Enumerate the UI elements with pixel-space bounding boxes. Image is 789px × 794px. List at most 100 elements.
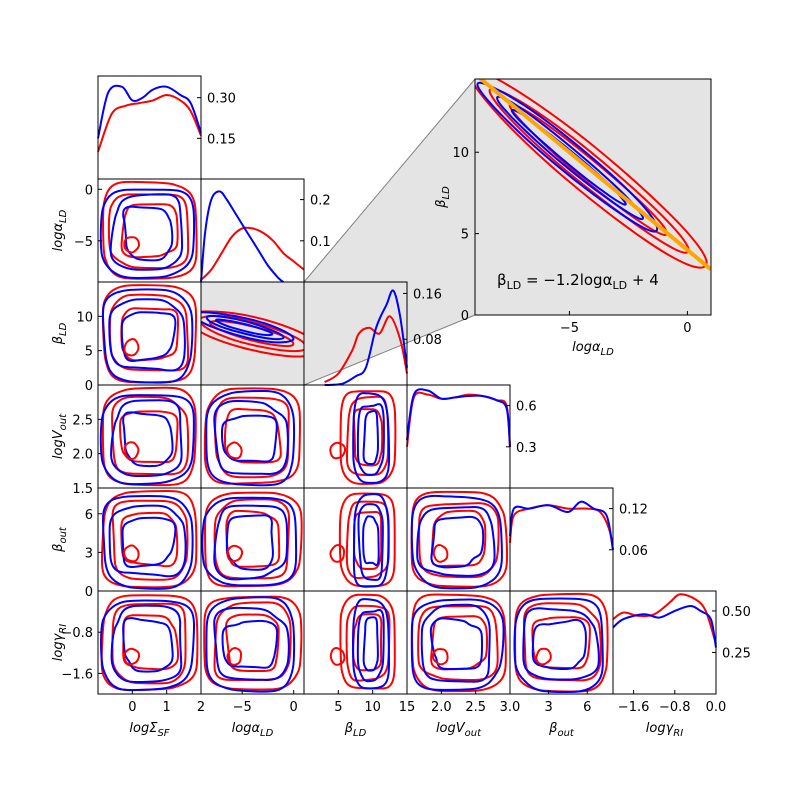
x-axis-label-subscript: out: [465, 728, 482, 739]
contour-group: [513, 592, 609, 693]
contour-line-series-a: [225, 613, 280, 673]
contour-line-series-b: [362, 409, 379, 465]
density-tick-label: 0.50: [722, 605, 751, 620]
contour-line-series-a: [352, 408, 384, 467]
density-tick-label: 0.16: [413, 287, 442, 302]
x-tick-label: 2.5: [465, 700, 486, 715]
x-tick-label: 3.0: [500, 700, 521, 715]
panel-frame: [509, 487, 614, 592]
x-tick-label: −5: [233, 700, 252, 715]
y-tick-label: −5: [74, 235, 93, 250]
zoom-y-axis-label-subscript: LD: [441, 186, 452, 200]
x-axis-label: logαLD: [232, 721, 274, 739]
y-tick-label: 0: [85, 585, 93, 600]
y-axis-label-subscript: LD: [58, 322, 69, 336]
marginal-curve-series-b: [324, 289, 408, 386]
x-tick-label: 3: [544, 700, 552, 715]
contour-line-series-b: [357, 503, 384, 581]
contour-line-series-b: [356, 403, 385, 476]
contour-line-series-a: [208, 319, 295, 348]
x-axis-label: βout: [548, 721, 575, 739]
contour-line-series-a: [101, 386, 197, 487]
y-axis-label-subscript: LD: [58, 209, 69, 223]
zoom-panel-bg: [475, 79, 711, 315]
contour-group: [329, 492, 396, 588]
density-tick-label: 0.15: [207, 132, 236, 147]
y-tick-label: 5: [85, 345, 93, 360]
panel-frame: [612, 590, 717, 695]
contour-line-series-a: [329, 544, 346, 563]
density-tick-label: 0.06: [619, 544, 648, 559]
marginal-curve-series-b: [200, 190, 285, 283]
marginal-curve-series-b: [612, 604, 717, 648]
contour-line-series-b: [221, 414, 278, 463]
contour-line-series-b: [362, 515, 380, 567]
density-tick-label: 0.2: [310, 194, 331, 209]
fit-equation-part: α: [603, 271, 613, 289]
zoom-x-axis-label-main: logα: [572, 340, 601, 355]
x-axis-label: logVout: [436, 721, 482, 739]
contour-group: [101, 284, 198, 384]
contour-line-series-a: [201, 310, 304, 358]
density-tick-label: 0.25: [722, 646, 751, 661]
y-axis-label: logVout: [51, 413, 69, 459]
x-tick-label: 6: [583, 700, 591, 715]
x-tick-label: 0.0: [706, 700, 727, 715]
zoom-y-axis-label: βLD: [434, 186, 452, 209]
contour-line-series-b: [122, 617, 174, 673]
zoom-x-axis-label-subscript: LD: [601, 347, 615, 358]
contour-line-series-b: [205, 389, 296, 487]
contour-line-series-a: [522, 602, 602, 682]
density-tick-label: 0.08: [413, 333, 442, 348]
zoom-panel-frame: [474, 78, 712, 316]
zoom-y-tick-label: 0: [461, 309, 469, 324]
x-axis-label-subscript: SF: [157, 728, 169, 739]
marginal-curve-series-b: [406, 388, 511, 447]
fit-equation-part: LD: [612, 279, 627, 292]
contour-line-series-b: [213, 606, 290, 682]
x-axis-label: logγRI: [646, 721, 683, 739]
contour-group: [410, 593, 507, 693]
contour-line-series-b: [410, 494, 503, 590]
y-axis-label-main: logV: [51, 429, 66, 459]
y-tick-label: 1.5: [72, 482, 93, 497]
y-axis-label-main: logα: [51, 223, 66, 252]
y-axis-label: logαLD: [51, 209, 69, 251]
y-tick-label: 2.0: [72, 448, 93, 463]
zoom-y-tick-label: 10: [452, 146, 469, 161]
contour-line-series-b: [99, 599, 196, 692]
contour-line-series-b: [108, 504, 187, 578]
contour-group: [329, 593, 396, 690]
contour-line-series-a: [100, 594, 199, 692]
contour-line-series-a: [431, 648, 449, 666]
contour-line-series-b: [205, 596, 296, 693]
contour-line-series-b: [101, 495, 194, 590]
contour-group: [99, 180, 198, 280]
contour-line-series-b: [429, 617, 484, 671]
marginal-curve-series-b: [509, 500, 614, 550]
contour-line-series-a: [213, 498, 291, 580]
contour-line-series-b: [205, 314, 285, 341]
y-axis-label-main: β: [51, 544, 66, 553]
contour-line-series-b: [110, 399, 183, 478]
x-tick-label: 5: [334, 700, 342, 715]
zoom-connector-band: [304, 79, 475, 385]
x-tick-label: −1.6: [618, 700, 650, 715]
contour-line-series-a: [107, 193, 190, 270]
x-axis-label-main: β: [548, 721, 557, 736]
contour-group: [410, 490, 508, 590]
fit-equation-part: LD: [507, 279, 522, 292]
x-tick-label: −0.8: [659, 700, 691, 715]
y-axis-label-main: β: [51, 336, 66, 345]
x-tick-label: 2.0: [431, 700, 452, 715]
density-tick-label: 0.1: [310, 235, 331, 250]
contour-line-series-b: [416, 506, 496, 577]
contour-line-series-b: [99, 394, 195, 486]
y-tick-label: −1.6: [61, 667, 93, 682]
contour-group: [99, 386, 197, 487]
contour-line-series-a: [432, 543, 449, 563]
zoom-x-tick-label: 0: [683, 321, 691, 336]
contour-line-series-a: [418, 502, 500, 579]
y-axis-label-subscript: out: [58, 526, 69, 543]
